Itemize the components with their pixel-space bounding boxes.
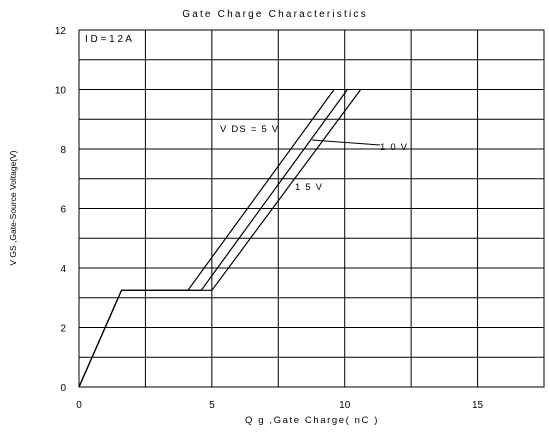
y-axis-label: V GS ,Gate-Source Voltage(V) xyxy=(8,150,18,265)
x-tick-labels: 0 5 10 15 xyxy=(76,400,483,411)
chart-title: Gate Charge Characteristics xyxy=(182,9,368,20)
series-annotation: 1 5 V xyxy=(295,182,323,193)
series-lines xyxy=(78,89,362,388)
x-tick-label: 5 xyxy=(209,400,215,411)
y-tick-label: 0 xyxy=(60,383,66,394)
grid-lines xyxy=(79,30,544,387)
y-tick-label: 2 xyxy=(60,324,66,335)
series-annotations: V DS = 5 V 1 0 V 1 5 V xyxy=(220,124,408,193)
annotation-arrow-10v xyxy=(311,139,381,146)
y-tick-label: 12 xyxy=(55,26,67,37)
condition-label: I D = 1 2 A xyxy=(85,34,132,45)
x-tick-label: 10 xyxy=(339,400,351,411)
x-axis-label: Q g ,Gate Charge( nC ) xyxy=(245,415,379,426)
y-tick-label: 6 xyxy=(60,205,66,216)
y-tick-labels: 0 2 4 6 8 10 12 xyxy=(55,26,67,394)
y-tick-label: 4 xyxy=(60,264,66,275)
series-annotation: V DS = 5 V xyxy=(220,124,279,135)
plot-frame xyxy=(78,29,545,388)
series-line-3 xyxy=(78,89,362,388)
y-tick-label: 8 xyxy=(60,145,66,156)
y-tick-label: 10 xyxy=(55,86,67,97)
series-annotation: 1 0 V xyxy=(380,142,408,153)
x-tick-label: 0 xyxy=(76,400,82,411)
x-tick-label: 15 xyxy=(472,400,484,411)
